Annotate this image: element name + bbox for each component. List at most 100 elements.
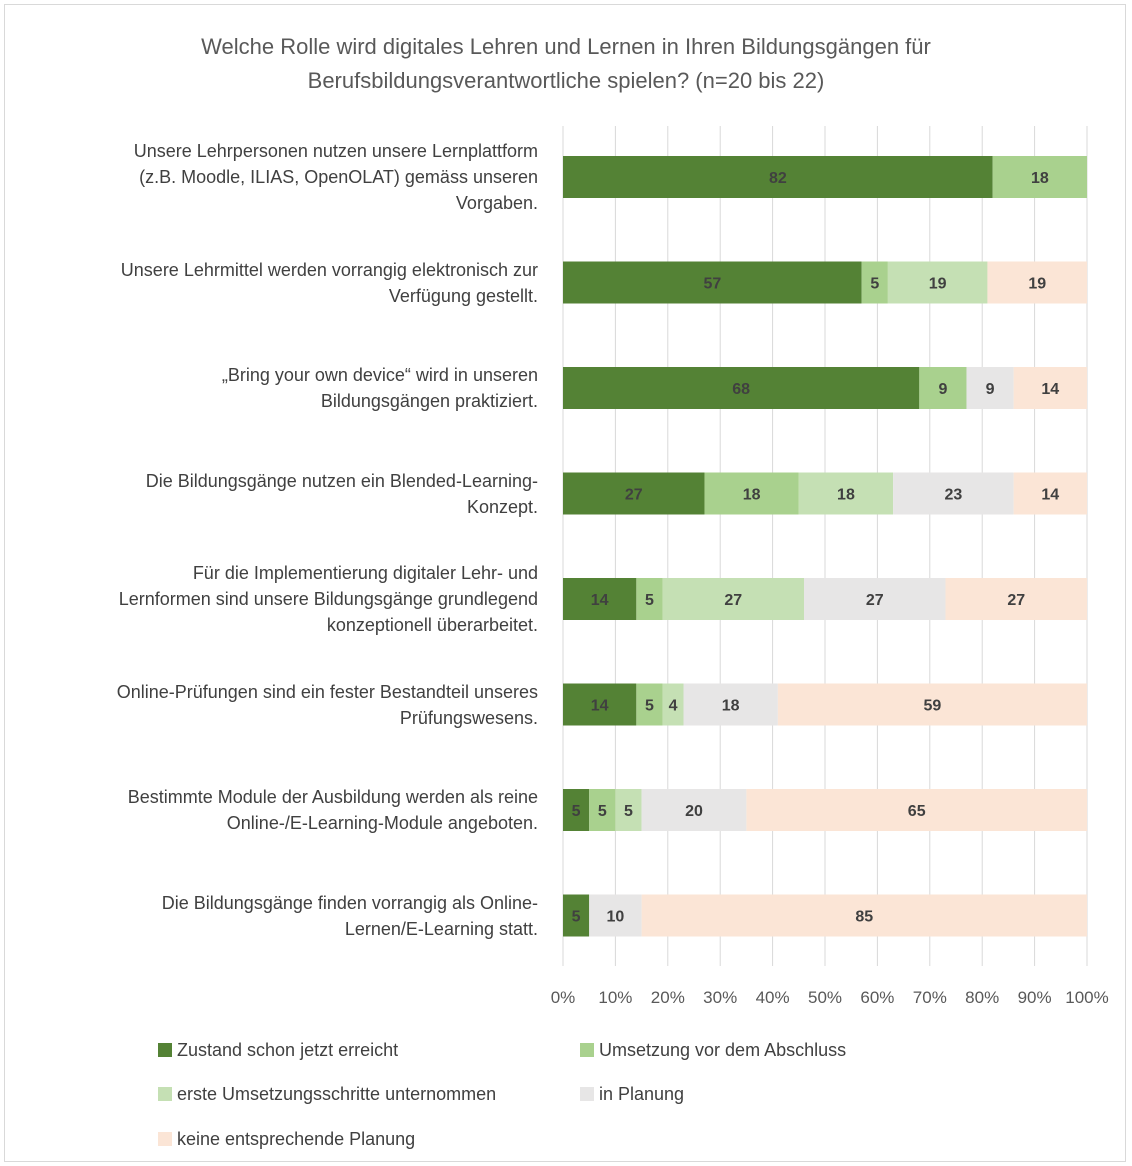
- data-label: 23: [944, 487, 962, 504]
- bar-segment: [563, 472, 705, 515]
- data-label: 5: [624, 803, 633, 820]
- category-label-line: Die Bildungsgänge nutzen ein Blended-Lea…: [145, 470, 538, 491]
- bar-segment: [798, 472, 894, 515]
- x-tick-label: 20%: [651, 988, 685, 1007]
- bar-segment: [636, 578, 663, 620]
- chart-title-line-2: Berufsbildungsverantwortliche spielen? (…: [307, 68, 825, 93]
- data-label: 18: [743, 487, 761, 504]
- category-label: Unsere Lehrmittel werden vorrangig elekt…: [0, 257, 538, 309]
- legend-item: Zustand schon jetzt erreicht: [158, 1039, 398, 1061]
- category-label-line: konzeptionell überarbeitet.: [326, 615, 538, 635]
- data-label: 82: [769, 170, 787, 187]
- data-label: 65: [908, 803, 926, 820]
- legend-item: erste Umsetzungsschritte unternommen: [158, 1083, 496, 1105]
- x-tick-label: 70%: [913, 988, 947, 1007]
- category-label: Bestimmte Module der Ausbildung werden a…: [0, 784, 538, 836]
- category-label-line: Für die Implementierung digitaler Lehr- …: [192, 563, 538, 583]
- category-label: „Bring your own device“ wird in unseren B…: [0, 362, 538, 414]
- bar-segment: [563, 789, 590, 831]
- data-label: 27: [1007, 592, 1025, 609]
- category-label-line: Unsere Lehrmittel werden vorrangig elekt…: [120, 259, 538, 280]
- bar-segment: [887, 261, 988, 304]
- x-tick-label: 60%: [860, 988, 894, 1007]
- legend-swatch: [158, 1043, 172, 1057]
- data-label: 14: [591, 698, 609, 715]
- chart-title: Welche Rolle wird digitales Lehren und L…: [0, 30, 1132, 98]
- x-tick-label: 50%: [808, 988, 842, 1007]
- data-label: 57: [703, 276, 721, 293]
- category-label-line: Bestimmte Module der Ausbildung werden a…: [127, 787, 538, 807]
- bar-segment: [893, 472, 1014, 515]
- data-label: 9: [986, 381, 995, 398]
- data-label: 4: [669, 698, 678, 715]
- x-tick-label: 80%: [965, 988, 999, 1007]
- data-label: 68: [732, 381, 750, 398]
- x-tick-label: 30%: [703, 988, 737, 1007]
- category-label-line: Online-Prüfungen sind ein fester Bestand…: [116, 681, 538, 702]
- category-label: Die Bildungsgänge nutzen ein Blended-Lea…: [0, 468, 538, 520]
- category-label: Die Bildungsgänge finden vorrangig als O…: [0, 890, 538, 942]
- category-label-line: Verfügung gestellt.: [388, 285, 538, 306]
- legend-label: Umsetzung vor dem Abschluss: [599, 1040, 847, 1060]
- bar-segment: [746, 789, 1087, 831]
- data-label: 27: [724, 592, 742, 609]
- legend-swatch: [580, 1043, 594, 1057]
- bar-segment: [563, 578, 637, 620]
- data-label: 27: [625, 487, 643, 504]
- data-label: 18: [1031, 170, 1049, 187]
- category-label-line: Die Bildungsgänge finden vorrangig als O…: [161, 892, 538, 913]
- data-label: 20: [685, 803, 703, 820]
- category-label-line: Konzept.: [466, 496, 538, 517]
- bar-segment: [563, 683, 637, 726]
- x-tick-label: 0%: [551, 988, 576, 1007]
- data-label: 5: [598, 803, 607, 820]
- bar-segment: [641, 894, 1087, 937]
- bar-segment: [919, 367, 967, 409]
- legend-swatch: [580, 1087, 594, 1101]
- bar-segment: [861, 261, 888, 304]
- category-label-line: Prüfungswesens.: [399, 707, 538, 728]
- data-label: 19: [1028, 276, 1046, 293]
- bar-segment: [563, 367, 920, 409]
- category-label-line: Lernformen sind unsere Bildungsgänge gru…: [118, 589, 538, 609]
- legend-label: in Planung: [599, 1084, 685, 1104]
- data-label: 14: [1041, 487, 1059, 504]
- data-label: 9: [938, 381, 947, 398]
- chart-title-line-1: Welche Rolle wird digitales Lehren und L…: [201, 34, 931, 59]
- category-label-line: „Bring your own device“ wird in unseren: [221, 365, 538, 385]
- data-label: 5: [572, 803, 581, 820]
- x-tick-label: 10%: [598, 988, 632, 1007]
- legend-swatch: [158, 1132, 172, 1146]
- bar-segment: [563, 261, 862, 304]
- data-label: 5: [645, 698, 654, 715]
- data-label: 27: [866, 592, 884, 609]
- legend-label: Zustand schon jetzt erreicht: [177, 1040, 399, 1060]
- category-label: Für die Implementierung digitaler Lehr- …: [0, 560, 538, 638]
- bar-segment: [966, 367, 1014, 409]
- category-label-line: Online-/E-Learning-Module angeboten.: [226, 813, 538, 833]
- bar-segment: [804, 578, 946, 620]
- x-tick-label: 90%: [1018, 988, 1052, 1007]
- data-label: 14: [1041, 381, 1059, 398]
- bar-segment: [662, 683, 684, 726]
- data-label: 59: [924, 698, 942, 715]
- bar-segment: [992, 156, 1087, 198]
- bar-segment: [683, 683, 778, 726]
- bar-segment: [589, 894, 642, 937]
- bar-segment: [615, 789, 642, 831]
- bar-segment: [589, 789, 616, 831]
- data-label: 18: [837, 487, 855, 504]
- bar-segment: [641, 789, 747, 831]
- bar-segment: [1013, 472, 1087, 515]
- data-label: 5: [870, 276, 879, 293]
- category-label: Online-Prüfungen sind ein fester Bestand…: [0, 679, 538, 731]
- legend-item: keine entsprechende Planung: [158, 1128, 415, 1150]
- legend-label: erste Umsetzungsschritte unternommen: [177, 1084, 497, 1104]
- bar-segment: [777, 683, 1087, 726]
- bar-segment: [563, 894, 590, 937]
- data-label: 14: [591, 592, 609, 609]
- x-tick-label: 40%: [756, 988, 790, 1007]
- legend-label: keine entsprechende Planung: [177, 1129, 416, 1149]
- category-label-line: Unsere Lehrpersonen nutzen unsere Lernpl…: [133, 141, 538, 161]
